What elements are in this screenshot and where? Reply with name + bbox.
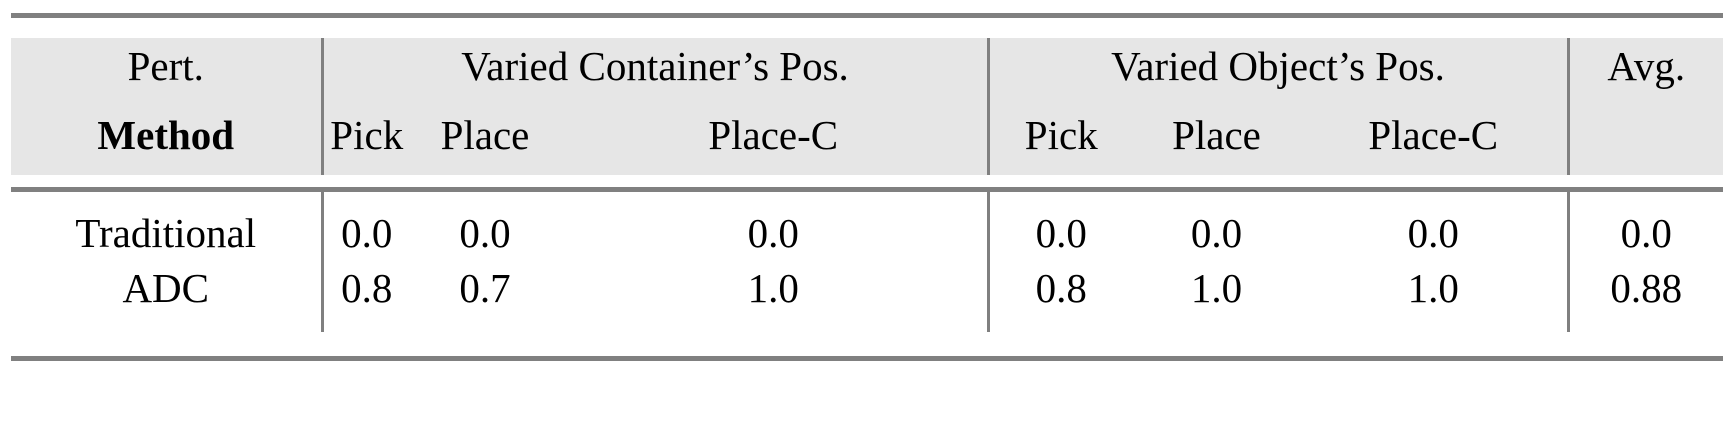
header-col-g2-place: Place — [1133, 95, 1300, 175]
header-col-g2-place-c: Place-C — [1300, 95, 1568, 175]
header-col-g1-pick: Pick — [320, 95, 410, 175]
table-row: ADC 0.8 0.7 1.0 0.8 1.0 1.0 0.88 — [11, 261, 1723, 332]
cell-traditional-g1-place: 0.0 — [410, 192, 560, 261]
cell-traditional-g1-pick: 0.0 — [320, 192, 410, 261]
cell-adc-g1-place-c: 1.0 — [560, 261, 988, 332]
cell-adc-avg: 0.88 — [1566, 261, 1723, 332]
cell-traditional-g2-place-c: 0.0 — [1300, 192, 1568, 261]
body-bottom-gap — [11, 332, 1723, 356]
cell-adc-g1-pick: 0.8 — [320, 261, 410, 332]
header-group-varied-container: Varied Container’s Pos. — [320, 38, 988, 95]
header-avg: Avg. — [1566, 38, 1723, 95]
cell-traditional-g2-place: 0.0 — [1133, 192, 1300, 261]
header-row-groups: Pert. Varied Container’s Pos. Varied Obj… — [11, 38, 1723, 95]
header-col-g1-place: Place — [410, 95, 560, 175]
table-row: Traditional 0.0 0.0 0.0 0.0 0.0 0.0 0.0 — [11, 192, 1723, 261]
header-col-g2-pick: Pick — [986, 95, 1133, 175]
cell-adc-g2-place-c: 1.0 — [1300, 261, 1568, 332]
table-top-rule — [11, 13, 1723, 18]
table-bottom-rule — [11, 356, 1723, 361]
table-mid-rule — [11, 187, 1723, 192]
cell-adc-g1-place: 0.7 — [410, 261, 560, 332]
row-method-adc: ADC — [11, 261, 322, 332]
header-col-avg-empty — [1566, 95, 1723, 175]
cell-traditional-g2-pick: 0.0 — [986, 192, 1133, 261]
header-method-line1: Pert. — [11, 38, 322, 95]
results-table-container: Pert. Varied Container’s Pos. Varied Obj… — [11, 13, 1723, 361]
cell-traditional-avg: 0.0 — [1566, 192, 1723, 261]
header-body-gap — [11, 175, 1723, 187]
header-row-subcolumns: Method Pick Place Place-C Pick Place Pla… — [11, 95, 1723, 175]
header-method-line2: Method — [11, 95, 322, 175]
cell-adc-g2-place: 1.0 — [1133, 261, 1300, 332]
cell-adc-g2-pick: 0.8 — [986, 261, 1133, 332]
results-table: Pert. Varied Container’s Pos. Varied Obj… — [11, 38, 1723, 175]
top-rule-gap — [11, 18, 1723, 38]
results-table-body: Traditional 0.0 0.0 0.0 0.0 0.0 0.0 0.0 … — [11, 192, 1723, 332]
cell-traditional-g1-place-c: 0.0 — [560, 192, 988, 261]
header-col-g1-place-c: Place-C — [560, 95, 988, 175]
header-group-varied-object: Varied Object’s Pos. — [986, 38, 1568, 95]
row-method-traditional: Traditional — [11, 192, 322, 261]
